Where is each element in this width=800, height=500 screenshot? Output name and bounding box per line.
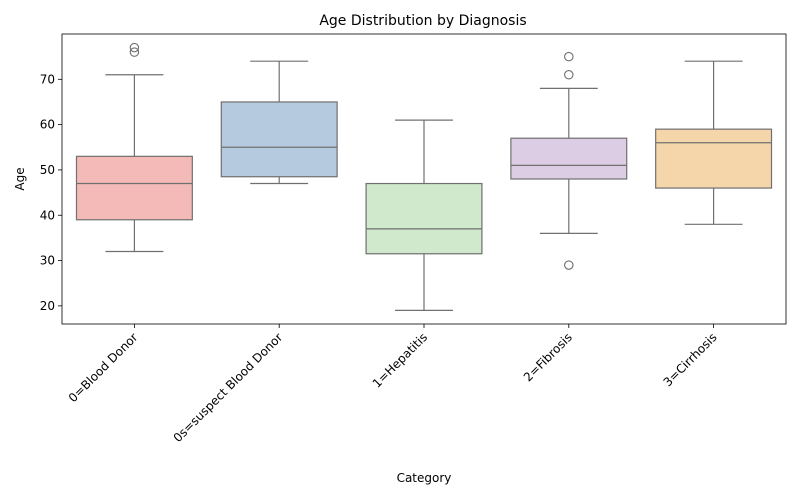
boxes-layer — [75, 42, 773, 312]
iqr-box — [75, 155, 193, 221]
box-group — [220, 60, 338, 185]
x-tick-label: 0s=suspect Blood Donor — [171, 330, 286, 445]
plot-frame — [61, 33, 787, 325]
iqr-box — [220, 101, 338, 178]
x-axis-label: Category — [397, 471, 452, 485]
outlier-point — [564, 51, 574, 62]
box-group — [655, 60, 773, 225]
y-tick-label: 50 — [40, 163, 55, 177]
x-tick-label: 1=Hepatitis — [370, 330, 430, 390]
outlier-point — [564, 260, 574, 270]
iqr-box — [655, 128, 773, 189]
iqr-box — [365, 182, 483, 255]
y-tick-label: 40 — [40, 208, 55, 222]
box-group — [75, 42, 193, 253]
y-axis: 20 30 40 50 60 70 — [40, 72, 62, 313]
iqr-box — [510, 137, 628, 180]
box-group — [365, 119, 483, 312]
y-axis-label: Age — [13, 167, 27, 190]
y-tick-label: 60 — [40, 118, 55, 132]
outlier-point — [564, 70, 574, 80]
y-tick-label: 20 — [40, 299, 55, 313]
x-tick-label: 0=Blood Donor — [66, 330, 141, 405]
box-group — [510, 51, 628, 270]
y-tick-label: 30 — [40, 254, 55, 268]
chart-title: Age Distribution by Diagnosis — [319, 13, 526, 29]
outlier-point — [129, 47, 140, 57]
y-tick-label: 70 — [40, 72, 55, 86]
x-tick-label: 3=Cirrhosis — [661, 330, 720, 389]
x-axis: 0=Blood Donor 0s=suspect Blood Donor 1=Hep… — [66, 324, 720, 445]
outlier-point — [129, 42, 140, 53]
x-tick-label: 2=Fibrosis — [521, 330, 575, 384]
